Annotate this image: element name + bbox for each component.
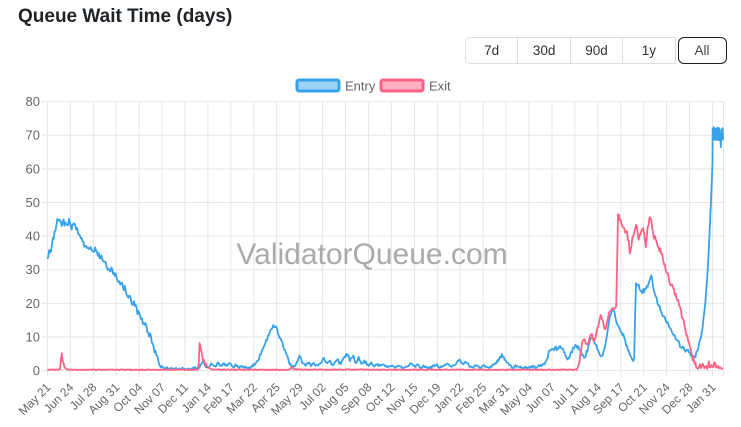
svg-text:10: 10 [26,330,40,345]
svg-text:0: 0 [33,363,40,378]
svg-text:Entry: Entry [345,79,376,94]
svg-text:80: 80 [26,94,40,109]
svg-text:40: 40 [26,229,40,244]
svg-text:60: 60 [26,161,40,176]
svg-text:Exit: Exit [429,79,451,94]
svg-text:50: 50 [26,195,40,210]
svg-text:70: 70 [26,128,40,143]
svg-text:ValidatorQueue.com: ValidatorQueue.com [236,238,507,271]
svg-text:30: 30 [26,262,40,277]
svg-text:20: 20 [26,296,40,311]
